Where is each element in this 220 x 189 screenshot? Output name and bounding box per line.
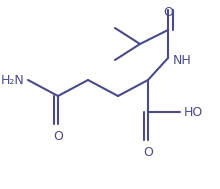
Text: O: O xyxy=(53,130,63,143)
Text: H₂N: H₂N xyxy=(0,74,24,87)
Text: NH: NH xyxy=(173,53,192,67)
Text: HO: HO xyxy=(184,105,203,119)
Text: O: O xyxy=(143,146,153,159)
Text: O: O xyxy=(163,6,173,19)
